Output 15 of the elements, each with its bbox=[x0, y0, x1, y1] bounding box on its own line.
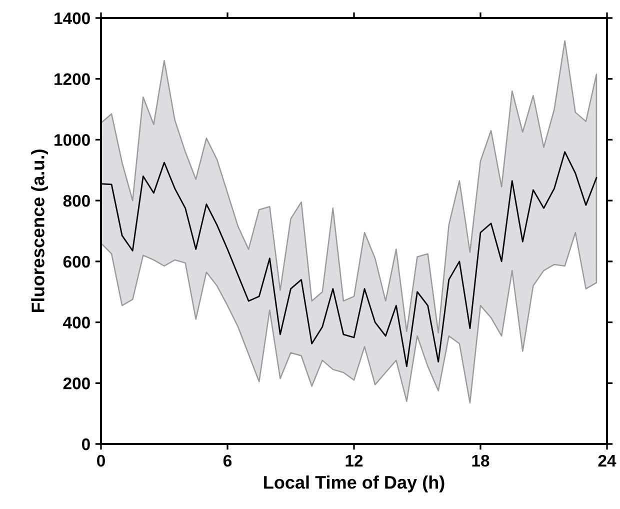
y-tick-label: 400 bbox=[63, 316, 90, 328]
y-tick-label: 800 bbox=[63, 194, 90, 207]
x-tick-label: 0 bbox=[97, 454, 105, 467]
x-tick-label: 24 bbox=[598, 454, 616, 466]
y-axis-title: Fluorescence (a.u.) bbox=[31, 150, 48, 312]
y-tick-label: 1000 bbox=[54, 134, 90, 146]
x-tick-label: 12 bbox=[346, 454, 363, 466]
y-tick-label: 1400 bbox=[54, 12, 90, 24]
x-tick-label: 6 bbox=[223, 454, 232, 467]
y-tick-label: 1200 bbox=[54, 73, 90, 86]
y-tick-label: 0 bbox=[82, 438, 90, 450]
y-tick-label: 600 bbox=[63, 256, 90, 268]
x-axis-title: Local Time of Day (h) bbox=[264, 476, 444, 492]
x-tick-label: 18 bbox=[472, 454, 490, 467]
y-tick-label: 200 bbox=[63, 378, 90, 390]
